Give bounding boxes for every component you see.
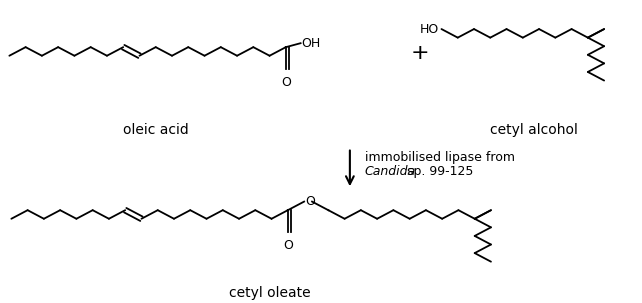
Text: oleic acid: oleic acid <box>123 123 189 137</box>
Text: OH: OH <box>302 37 321 50</box>
Text: O: O <box>281 76 291 89</box>
Text: HO: HO <box>421 22 440 35</box>
Text: immobilised lipase from: immobilised lipase from <box>365 151 515 164</box>
Text: cetyl alcohol: cetyl alcohol <box>490 123 578 137</box>
Text: cetyl oleate: cetyl oleate <box>229 286 311 300</box>
Text: Candida: Candida <box>365 165 416 178</box>
Text: O: O <box>305 195 315 208</box>
Text: +: + <box>410 43 429 63</box>
Text: sp. 99-125: sp. 99-125 <box>403 165 473 178</box>
Text: O: O <box>283 239 293 252</box>
